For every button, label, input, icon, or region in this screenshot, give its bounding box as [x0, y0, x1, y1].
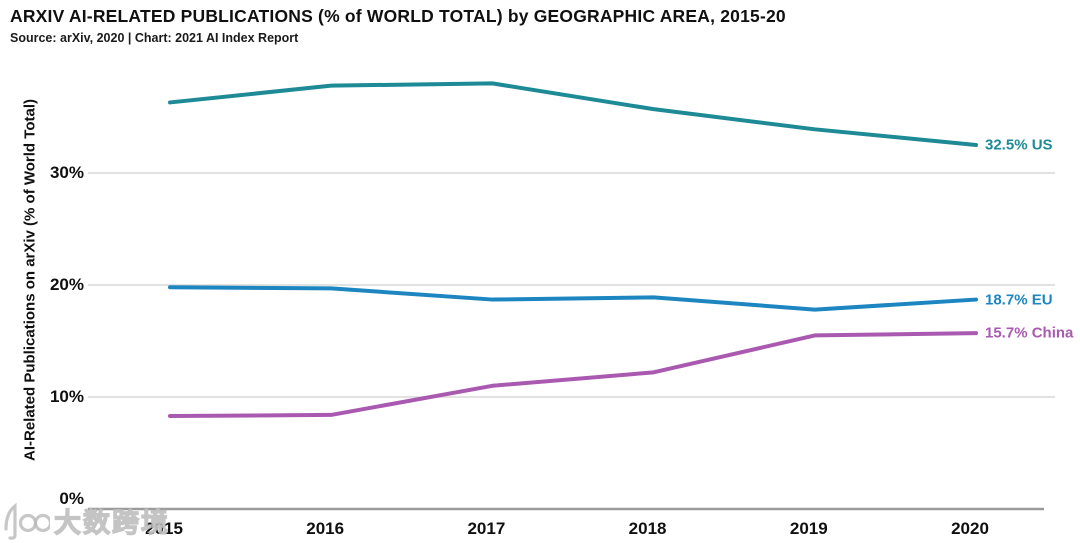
- series-line-eu: [168, 285, 978, 312]
- x-tick-label-2015: 2015: [145, 519, 183, 538]
- x-tick-label-2018: 2018: [628, 519, 667, 538]
- y-tick-label-0%: 0%: [59, 489, 84, 508]
- y-tick-label-20%: 20%: [49, 275, 84, 294]
- chart-source: Source: arXiv, 2020 | Chart: 2021 AI Ind…: [10, 31, 299, 45]
- x-tick-label-2019: 2019: [789, 519, 828, 538]
- x-tick-label-2017: 2017: [467, 519, 506, 538]
- series-line-us: [168, 81, 978, 147]
- chart-title: ARXIV AI-RELATED PUBLICATIONS (% of WORL…: [10, 6, 786, 26]
- x-tick-label-2016: 2016: [306, 519, 345, 538]
- series-end-label-us: 32.5% US: [985, 136, 1053, 154]
- series-line-china: [168, 331, 978, 419]
- x-tick-label-2020: 2020: [951, 519, 989, 538]
- series-end-label-eu: 18.7% EU: [985, 291, 1053, 309]
- y-tick-label-10%: 10%: [49, 387, 84, 406]
- y-tick-label-30%: 30%: [49, 163, 84, 182]
- series-end-label-china: 15.7% China: [985, 324, 1074, 342]
